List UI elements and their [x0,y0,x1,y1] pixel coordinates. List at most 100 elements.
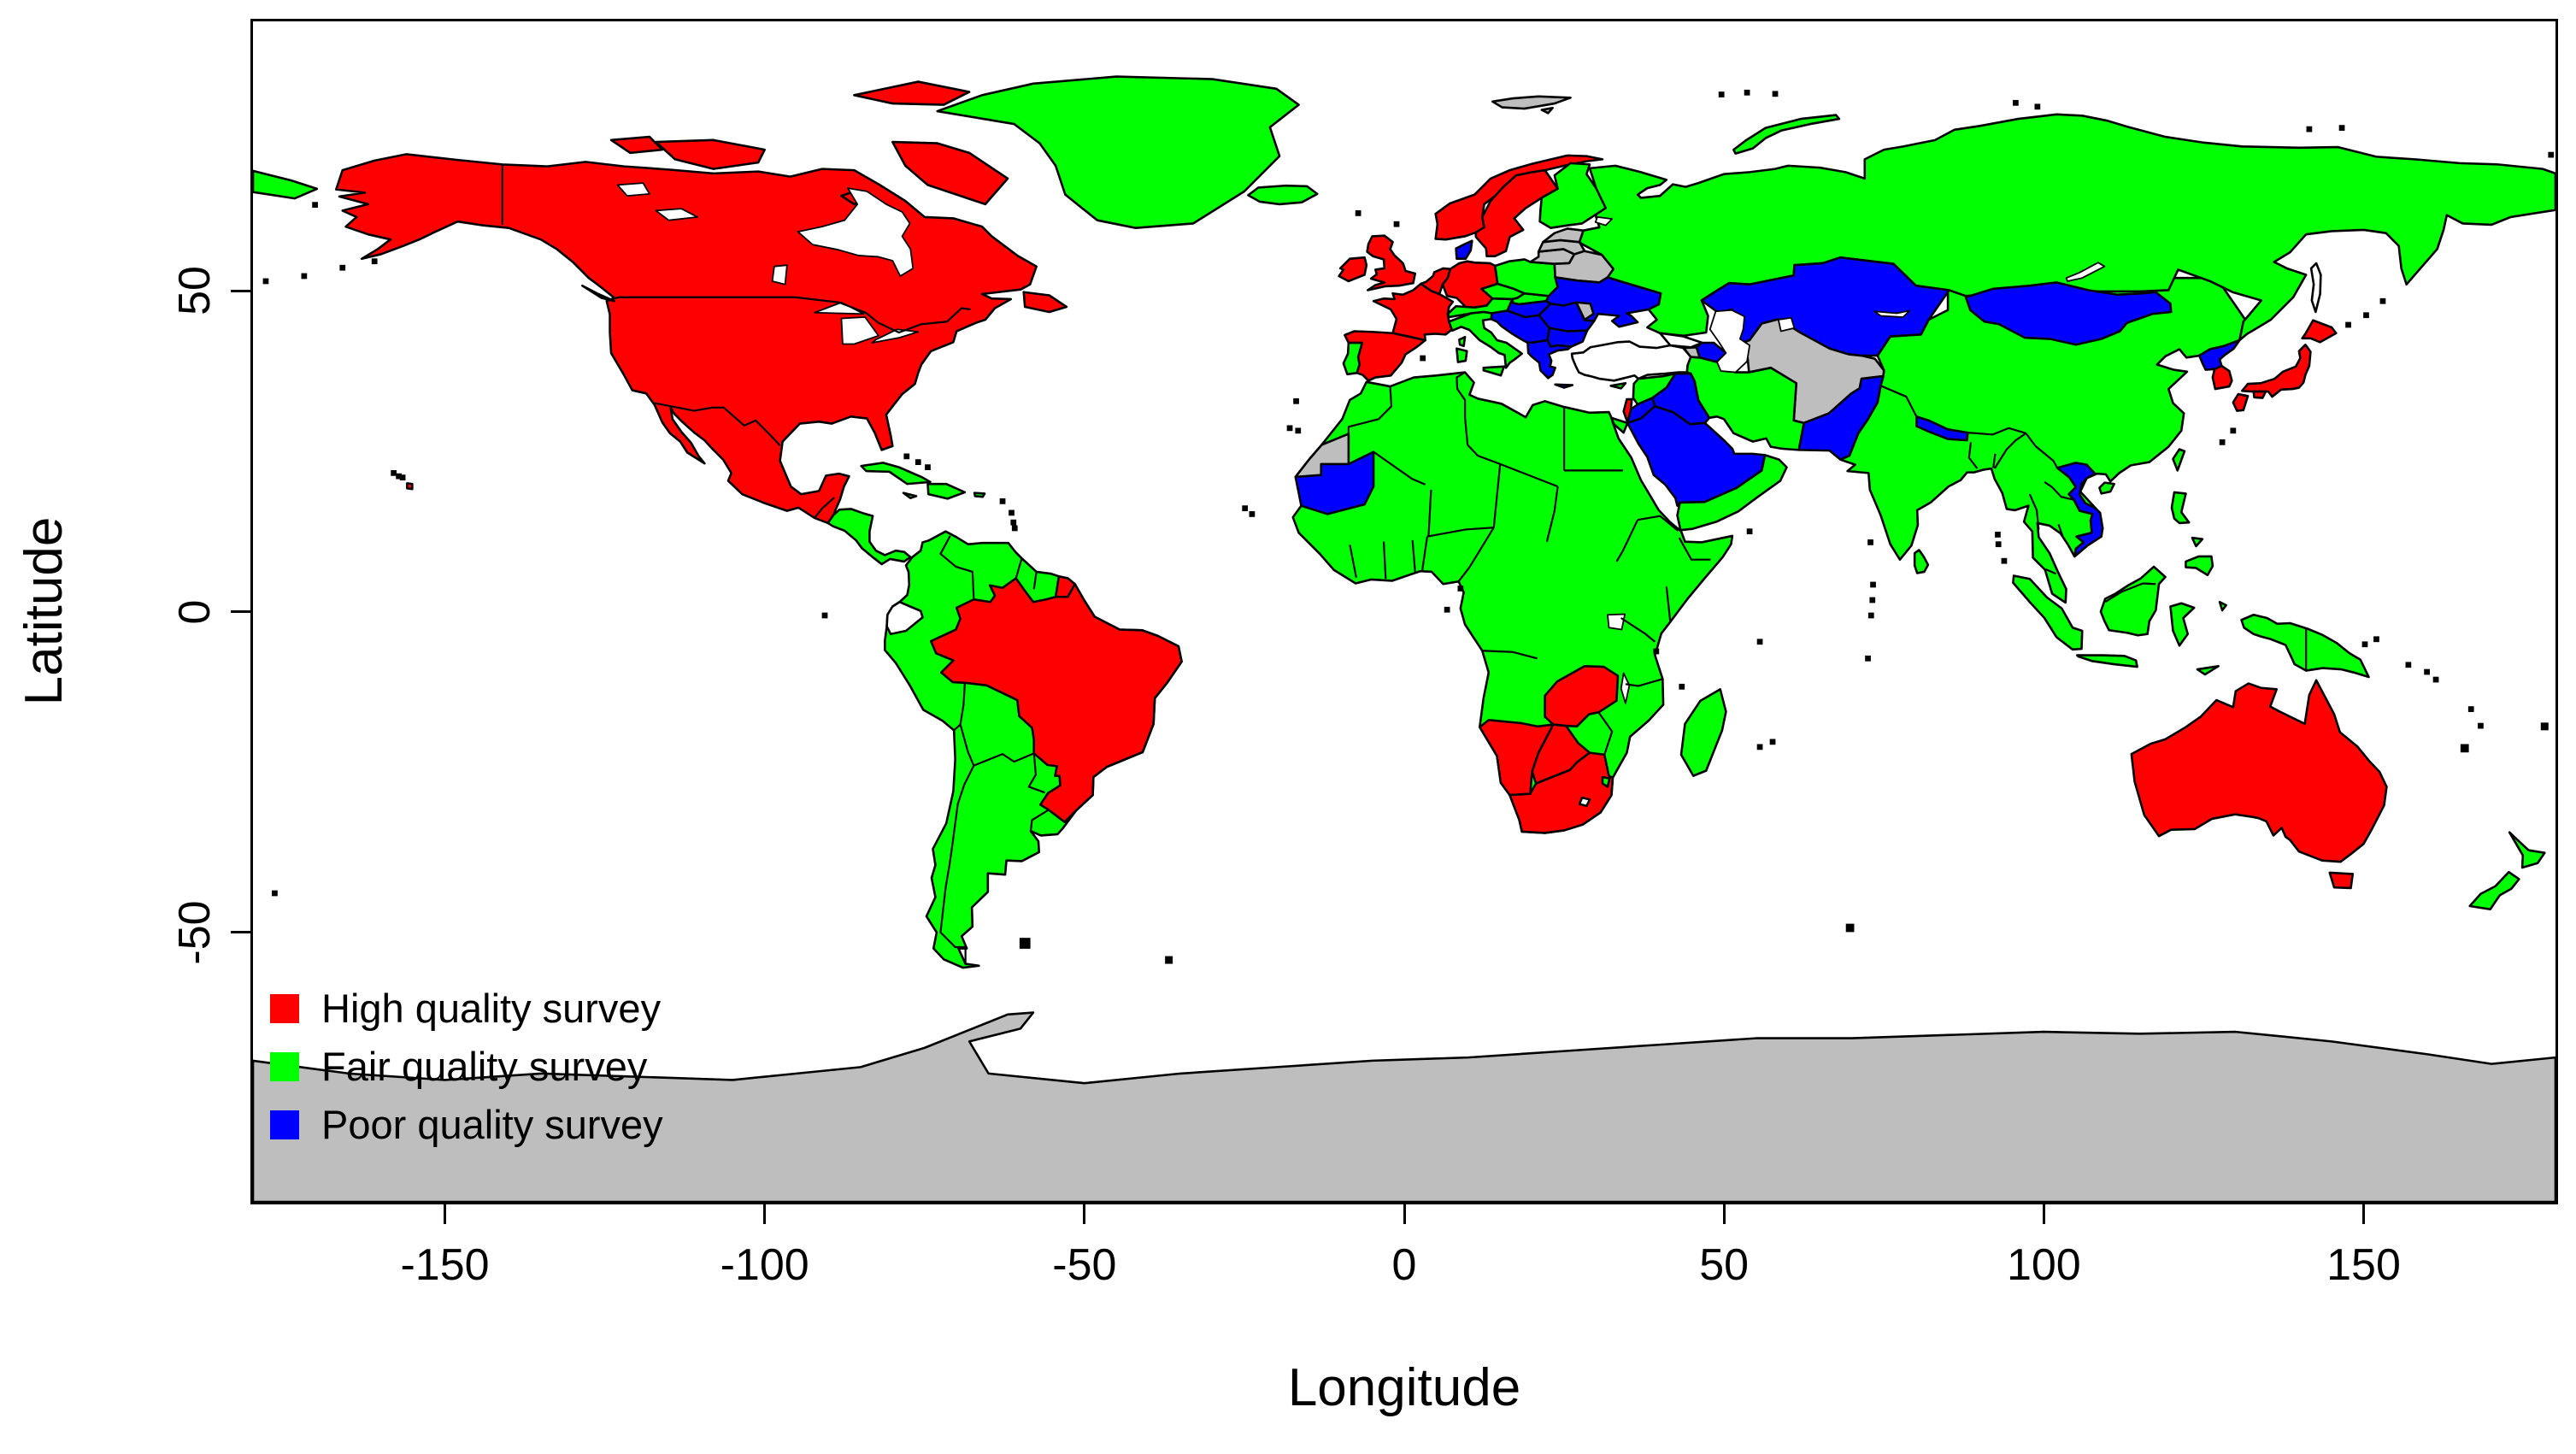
y-tick-label: -50 [170,900,220,965]
legend-item-poor: Poor quality survey [270,1102,663,1148]
region-sinai [1611,418,1627,433]
island-speck [1295,427,1302,434]
region-novaya-zemlya [1733,115,1838,154]
region-yemen-oman [1678,455,1787,530]
region-bulgaria [1548,328,1587,347]
border-mexico-guatemala [815,497,834,518]
map-plot-area: High quality survey Fair quality survey … [250,19,2558,1204]
island-speck [1679,683,1685,690]
y-tick [231,610,253,613]
island-speck [1242,505,1249,512]
island-speck [2345,321,2351,328]
region-united-kingdom [1367,236,1415,291]
border-uruguay-argentina [1031,809,1049,831]
island-speck [2373,636,2379,643]
island-speck [1249,511,1256,517]
region-halmahera [2220,602,2226,610]
border-kenya-tanzania [1621,618,1656,642]
x-tick [1722,1202,1726,1224]
region-lake-baikal [2067,262,2105,281]
border-bolivia-argentina-paraguay [973,753,1033,765]
island-speck [1718,91,1725,97]
island-speck [2467,706,2474,712]
island-speck [821,612,828,619]
region-sulawesi [2171,603,2195,646]
x-tick [444,1202,446,1224]
border-angola-drc [1482,650,1537,658]
island-speck [2478,722,2484,729]
region-lake-ladoga [1596,217,1612,226]
region-lake-michigan-huron [841,317,878,344]
x-axis-title: Longitude [1287,1358,1521,1417]
island-speck [262,278,269,285]
region-corsica [1459,337,1465,346]
region-cyprus [1611,383,1626,388]
region-georgia [1660,333,1702,348]
island-speck [312,202,318,209]
region-jamaica [903,493,916,498]
region-great-slave-lake [656,209,697,221]
region-french-guiana [1056,576,1074,597]
region-lesotho [1579,798,1590,806]
island-speck [399,474,406,481]
border-benin-nigeria [1422,537,1427,572]
island-speck [1165,956,1173,964]
island-speck [2540,722,2549,731]
x-tick [763,1202,767,1224]
region-israel [1624,399,1632,422]
island-speck [2405,662,2412,668]
island-speck [1746,528,1753,535]
border-ethiopia-somalia [1679,538,1711,560]
island-speck [2363,312,2369,319]
region-sumatra [2013,575,2082,649]
border-borneo-malaysia-indonesia [2105,583,2155,602]
region-new-zealand-north [2509,833,2544,868]
island-speck [1293,397,1299,404]
region-tasmania [2330,873,2353,888]
region-luzon [2172,492,2189,523]
region-svalbard-south [1542,108,1553,113]
island-speck [2460,744,2469,753]
region-great-bear-lake [618,183,650,196]
island-speck [999,498,1006,504]
x-tick-label: 0 [1391,1240,1417,1290]
island-speck [2219,439,2226,445]
border-mali-niger [1428,490,1431,537]
island-speck [1995,532,2001,538]
island-speck [1756,744,1763,751]
region-sweden [1476,170,1558,256]
island-speck [2548,151,2555,158]
region-caspian-sea [1710,310,1750,373]
island-speck [2034,103,2041,110]
region-lake-erie-ontario [872,329,918,343]
region-australia [2132,680,2387,862]
island-speck [925,464,931,471]
region-baffin-island [892,142,1008,204]
border-sudan-chad [1547,486,1558,542]
region-estonia [1543,228,1583,242]
border-india-china-east [1967,428,2026,435]
border-india-china-west [1881,386,1917,416]
region-western-sahara [1296,434,1349,477]
border-niger-nigeria [1427,527,1494,537]
region-hudson-bay [798,188,914,276]
y-tick [231,931,253,934]
region-aral-sea [1779,318,1795,332]
island-speck [2432,676,2439,683]
region-new-guinea [2242,615,2369,677]
region-java [2077,656,2137,668]
border-zimbabwe-mozambique [1598,712,1612,755]
region-timor [2197,666,2219,674]
region-nepal [1916,416,1967,440]
region-ukraine [1546,277,1661,327]
x-tick [2042,1202,2045,1224]
y-tick [231,289,253,292]
island-speck [2379,297,2386,304]
y-tick-label: 0 [170,599,220,624]
region-mindanao [2185,556,2212,575]
region-puerto-rico [974,493,985,497]
region-mongolia [1966,282,2171,344]
border-chile-argentina [940,725,973,964]
region-crete [1556,385,1573,388]
